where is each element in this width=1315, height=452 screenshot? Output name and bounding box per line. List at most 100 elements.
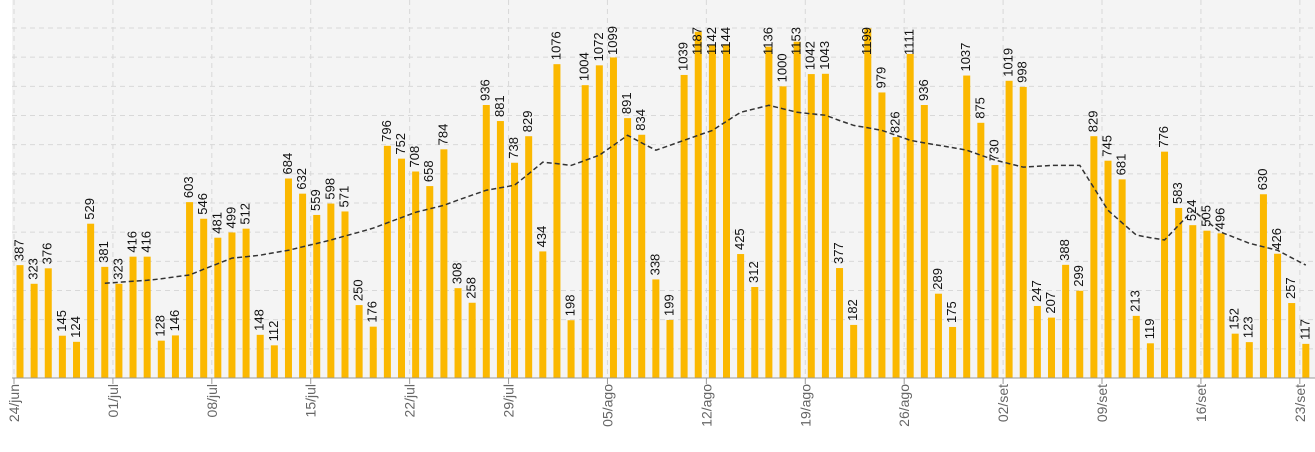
value-label: 875 bbox=[972, 97, 987, 119]
bar bbox=[242, 228, 250, 378]
bar bbox=[73, 341, 81, 378]
value-label: 496 bbox=[1212, 208, 1227, 230]
value-label: 708 bbox=[407, 146, 422, 168]
value-label: 891 bbox=[619, 92, 634, 114]
value-label: 323 bbox=[26, 258, 41, 280]
value-label: 426 bbox=[1269, 228, 1284, 250]
bar bbox=[624, 118, 632, 378]
bar bbox=[171, 335, 179, 378]
value-label: 207 bbox=[1043, 292, 1058, 314]
value-label: 481 bbox=[209, 212, 224, 234]
x-tick-label: 09/set bbox=[1094, 384, 1110, 422]
bar bbox=[1062, 264, 1070, 378]
bar bbox=[1146, 343, 1154, 378]
bar bbox=[708, 44, 716, 379]
value-label: 1136 bbox=[760, 27, 775, 55]
value-label: 308 bbox=[449, 262, 464, 284]
bar bbox=[1217, 233, 1225, 378]
value-label: 998 bbox=[1015, 61, 1030, 83]
bar bbox=[609, 57, 617, 378]
bar bbox=[991, 165, 999, 378]
value-label: 112 bbox=[266, 321, 281, 342]
value-label: 512 bbox=[238, 203, 253, 225]
value-label: 1076 bbox=[548, 31, 563, 60]
bar bbox=[101, 266, 109, 378]
bar bbox=[143, 256, 151, 378]
bar bbox=[1005, 80, 1013, 379]
value-label: 834 bbox=[633, 109, 648, 131]
value-label: 175 bbox=[944, 301, 959, 323]
value-label: 598 bbox=[322, 178, 337, 200]
value-label: 148 bbox=[252, 309, 267, 331]
value-label: 583 bbox=[1170, 182, 1185, 204]
bar bbox=[454, 288, 462, 378]
value-label: 603 bbox=[181, 176, 196, 198]
value-label: 257 bbox=[1283, 277, 1298, 299]
value-label: 1019 bbox=[1001, 48, 1016, 77]
x-tick-label: 12/ago bbox=[698, 384, 714, 427]
value-label: 1153 bbox=[789, 27, 804, 55]
value-label: 312 bbox=[746, 261, 761, 283]
bar bbox=[949, 326, 957, 378]
bar bbox=[864, 28, 872, 379]
value-label: 1187 bbox=[690, 27, 705, 55]
bar bbox=[1175, 207, 1183, 378]
value-label: 387 bbox=[11, 239, 26, 261]
bar bbox=[383, 145, 391, 378]
bar bbox=[30, 283, 38, 378]
bar bbox=[228, 232, 236, 378]
value-label: 289 bbox=[930, 268, 945, 290]
bar bbox=[511, 162, 519, 378]
value-label: 146 bbox=[167, 310, 182, 332]
value-label: 571 bbox=[336, 186, 351, 208]
bar bbox=[1104, 160, 1112, 378]
x-tick-label: 29/jul bbox=[501, 384, 517, 417]
x-tick-label: 08/jul bbox=[204, 384, 220, 417]
value-label: 416 bbox=[124, 231, 139, 253]
bar bbox=[723, 44, 730, 378]
bar bbox=[284, 178, 292, 378]
bar bbox=[398, 158, 406, 378]
bar bbox=[270, 345, 278, 378]
value-label: 434 bbox=[534, 226, 549, 248]
value-label: 152 bbox=[1227, 308, 1242, 330]
value-label: 1072 bbox=[591, 32, 606, 61]
value-label: 1099 bbox=[605, 26, 620, 55]
bar bbox=[44, 268, 52, 378]
bar bbox=[1033, 305, 1041, 378]
bar bbox=[581, 85, 589, 379]
bar bbox=[539, 251, 547, 378]
value-label: 250 bbox=[351, 279, 366, 301]
value-label: 829 bbox=[520, 111, 535, 133]
x-tick-label: 23/set bbox=[1292, 384, 1308, 422]
value-label: 936 bbox=[478, 79, 493, 101]
bar bbox=[963, 75, 971, 379]
bar bbox=[1118, 179, 1126, 378]
value-label: 247 bbox=[1029, 280, 1044, 302]
value-label: 299 bbox=[1071, 265, 1086, 287]
bar bbox=[1132, 315, 1140, 378]
value-label: 796 bbox=[379, 120, 394, 142]
value-label: 388 bbox=[1057, 239, 1072, 261]
bar bbox=[440, 149, 448, 378]
value-label: 119 bbox=[1142, 319, 1157, 340]
value-label: 752 bbox=[393, 133, 408, 155]
bar bbox=[186, 202, 194, 378]
bar bbox=[1090, 136, 1098, 378]
value-label: 499 bbox=[223, 207, 238, 229]
bar bbox=[737, 254, 745, 378]
x-tick-label: 22/jul bbox=[402, 384, 418, 417]
x-tick-label: 16/set bbox=[1193, 384, 1209, 422]
bar bbox=[412, 171, 420, 378]
bar bbox=[200, 218, 208, 378]
bar bbox=[58, 335, 66, 378]
bar bbox=[779, 86, 787, 378]
bar bbox=[1302, 343, 1310, 378]
bar bbox=[256, 334, 264, 378]
value-label: 1039 bbox=[676, 42, 691, 71]
bar bbox=[341, 211, 349, 378]
bar bbox=[468, 302, 476, 378]
value-label: 377 bbox=[831, 242, 846, 264]
value-label: 1042 bbox=[803, 41, 818, 70]
bar bbox=[87, 223, 95, 378]
